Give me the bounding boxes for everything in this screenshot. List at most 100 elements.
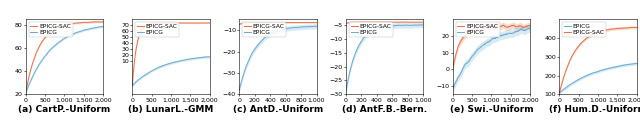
EPICG-SAC [173,22,180,24]
EPICG-SAC [626,27,634,28]
EPICG-SAC [282,22,289,23]
Legend: EPICG-SAC, EPICG: EPICG-SAC, EPICG [29,22,73,37]
EPICG-SAC [603,29,611,31]
EPICG [206,56,214,57]
EPICG-SAC [526,25,534,26]
Legend: EPICG-SAC, EPICG: EPICG-SAC, EPICG [135,22,179,37]
EPICG [556,92,564,93]
Legend: EPICG-SAC, EPICG: EPICG-SAC, EPICG [456,22,500,37]
EPICG-SAC [621,27,628,29]
EPICG-SAC [495,26,502,27]
EPICG [99,26,107,27]
EPICG [283,28,291,29]
EPICG [495,36,502,37]
EPICG [236,89,243,90]
EPICG-SAC [342,23,349,24]
Line: EPICG-SAC: EPICG-SAC [26,22,103,93]
Legend: EPICG, EPICG-SAC: EPICG, EPICG-SAC [563,22,607,37]
Legend: EPICG-SAC, EPICG: EPICG-SAC, EPICG [349,22,393,37]
EPICG [342,89,350,91]
EPICG-SAC [283,22,291,23]
EPICG [412,24,420,26]
EPICG [301,26,308,27]
EPICG [525,27,533,29]
EPICG [514,31,522,32]
EPICG [626,64,634,65]
EPICG-SAC [633,27,640,28]
X-axis label: (d) AntF.B.-Bern.: (d) AntF.B.-Bern. [342,105,427,114]
EPICG [198,57,206,58]
EPICG-SAC [519,27,527,28]
EPICG-SAC [99,21,106,23]
EPICG [305,26,313,27]
EPICG-SAC [496,26,504,27]
EPICG [175,60,182,62]
EPICG-SAC [175,22,182,24]
EPICG [129,85,136,86]
EPICG-SAC [306,22,314,23]
EPICG-SAC [68,23,76,24]
EPICG [87,28,95,29]
X-axis label: (e) Swi.-Uniform: (e) Swi.-Uniform [449,105,533,114]
EPICG [68,34,76,35]
EPICG [602,68,609,70]
EPICG-SAC [500,24,508,26]
EPICG [342,91,349,92]
EPICG-SAC [409,21,417,23]
EPICG-SAC [206,22,214,24]
EPICG-SAC [419,21,427,23]
Line: EPICG-SAC: EPICG-SAC [452,25,530,69]
X-axis label: (b) LunarL.-GMM: (b) LunarL.-GMM [129,105,214,114]
EPICG [603,68,611,70]
Line: EPICG: EPICG [559,63,637,93]
EPICG-SAC [68,23,76,24]
EPICG [281,28,289,30]
EPICG [388,25,396,27]
EPICG [68,34,76,35]
EPICG-SAC [199,22,207,24]
EPICG-SAC [449,68,456,69]
EPICG [388,25,396,27]
EPICG-SAC [22,91,29,93]
EPICG-SAC [412,22,420,23]
EPICG [496,35,504,37]
EPICG [92,27,100,28]
EPICG [407,25,415,26]
EPICG [526,28,534,29]
EPICG [174,61,182,62]
Line: EPICG: EPICG [26,26,103,93]
EPICG-SAC [515,26,522,27]
EPICG-SAC [92,21,100,23]
EPICG-SAC [301,22,308,23]
Line: EPICG-SAC: EPICG-SAC [132,23,210,85]
EPICG-SAC [236,24,243,25]
Line: EPICG: EPICG [346,25,423,92]
EPICG-SAC [236,24,243,26]
EPICG [236,90,243,91]
EPICG-SAC [264,22,272,23]
EPICG-SAC [342,23,350,24]
EPICG [495,36,502,37]
X-axis label: (c) AntD.-Uniform: (c) AntD.-Uniform [233,105,323,114]
EPICG-SAC [630,27,637,28]
EPICG [313,25,321,27]
Line: EPICG: EPICG [132,57,210,86]
EPICG [22,93,29,94]
Line: EPICG: EPICG [452,28,530,90]
Line: EPICG: EPICG [239,26,317,91]
EPICG-SAC [388,21,396,23]
EPICG-SAC [388,21,396,23]
Line: EPICG-SAC: EPICG-SAC [559,27,637,93]
X-axis label: (f) Hum.D.-Uniform: (f) Hum.D.-Uniform [549,105,640,114]
EPICG-SAC [389,21,397,23]
EPICG [602,68,609,70]
EPICG-SAC [87,21,95,23]
EPICG [419,25,427,26]
EPICG [633,63,640,64]
EPICG-SAC [313,22,321,23]
EPICG-SAC [556,91,564,92]
EPICG-SAC [495,25,502,27]
Line: EPICG-SAC: EPICG-SAC [239,23,317,25]
EPICG [282,28,289,30]
EPICG-SAC [99,21,107,23]
